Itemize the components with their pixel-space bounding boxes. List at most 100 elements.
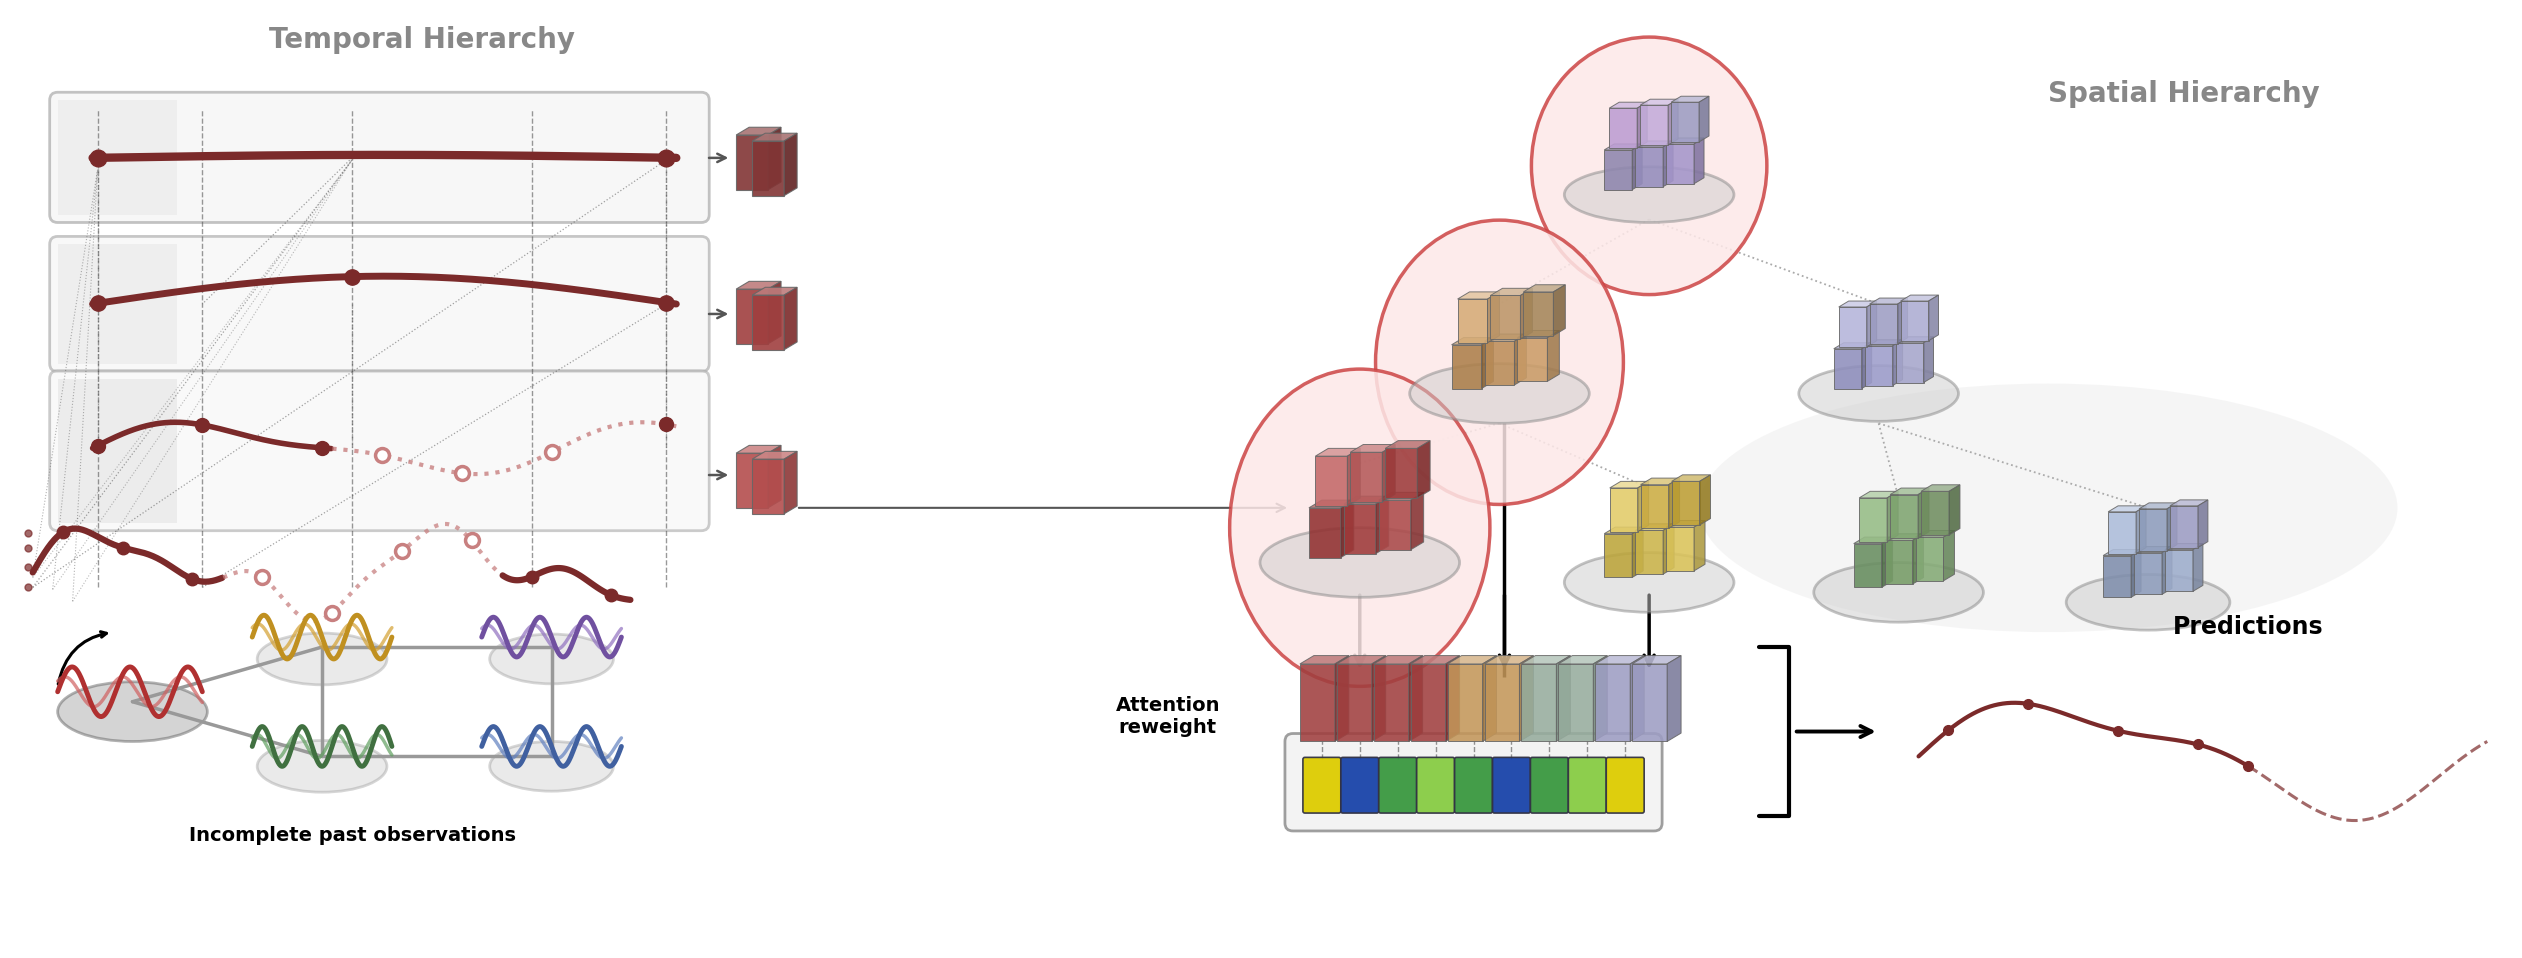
Polygon shape xyxy=(1859,498,1886,541)
Polygon shape xyxy=(1344,504,1374,554)
Polygon shape xyxy=(736,282,782,289)
Polygon shape xyxy=(1667,138,1705,144)
Polygon shape xyxy=(1950,485,1960,536)
Polygon shape xyxy=(1833,343,1871,349)
Polygon shape xyxy=(1491,288,1533,295)
Polygon shape xyxy=(1374,496,1390,554)
Polygon shape xyxy=(1866,301,1876,347)
Polygon shape xyxy=(1521,288,1533,339)
Polygon shape xyxy=(1672,103,1700,142)
Polygon shape xyxy=(1337,664,1372,741)
Polygon shape xyxy=(1889,488,1929,494)
Polygon shape xyxy=(1609,108,1637,148)
Ellipse shape xyxy=(58,682,207,741)
Polygon shape xyxy=(1485,341,1513,385)
Polygon shape xyxy=(1316,456,1347,506)
Polygon shape xyxy=(1912,534,1924,584)
Polygon shape xyxy=(784,287,797,350)
Polygon shape xyxy=(1594,655,1607,741)
Polygon shape xyxy=(1521,655,1571,664)
Polygon shape xyxy=(1380,492,1422,500)
Text: Temporal Hierarchy: Temporal Hierarchy xyxy=(270,26,575,54)
Polygon shape xyxy=(2169,500,2207,506)
Polygon shape xyxy=(1632,664,1667,741)
Polygon shape xyxy=(1929,295,1939,341)
Polygon shape xyxy=(1924,337,1934,382)
Polygon shape xyxy=(1672,475,1710,481)
Ellipse shape xyxy=(1798,366,1960,422)
Polygon shape xyxy=(1869,298,1907,304)
Polygon shape xyxy=(1337,655,1385,664)
Polygon shape xyxy=(1485,655,1533,664)
Polygon shape xyxy=(1639,100,1677,105)
FancyBboxPatch shape xyxy=(1304,758,1342,813)
Polygon shape xyxy=(2108,512,2136,554)
Polygon shape xyxy=(784,451,797,513)
Ellipse shape xyxy=(257,633,386,685)
FancyBboxPatch shape xyxy=(1342,758,1380,813)
Polygon shape xyxy=(1374,655,1422,664)
Polygon shape xyxy=(1518,331,1559,337)
Polygon shape xyxy=(736,135,769,190)
FancyBboxPatch shape xyxy=(50,237,709,372)
Polygon shape xyxy=(1886,491,1899,541)
Polygon shape xyxy=(1316,448,1359,456)
Polygon shape xyxy=(1523,285,1566,292)
Polygon shape xyxy=(736,445,782,453)
Polygon shape xyxy=(1634,147,1662,187)
Polygon shape xyxy=(1485,334,1526,341)
Polygon shape xyxy=(752,295,784,350)
Polygon shape xyxy=(2134,547,2171,553)
Polygon shape xyxy=(1639,105,1667,145)
Polygon shape xyxy=(2199,500,2207,548)
Polygon shape xyxy=(1634,524,1675,531)
Polygon shape xyxy=(1491,295,1521,339)
Polygon shape xyxy=(2134,553,2161,594)
Polygon shape xyxy=(2194,543,2202,591)
Polygon shape xyxy=(1385,448,1417,498)
Polygon shape xyxy=(1922,491,1950,536)
Polygon shape xyxy=(1480,337,1493,389)
FancyBboxPatch shape xyxy=(1284,734,1662,831)
Polygon shape xyxy=(1596,664,1629,741)
Polygon shape xyxy=(1854,543,1881,587)
Polygon shape xyxy=(1309,500,1354,508)
Polygon shape xyxy=(1859,491,1899,498)
Polygon shape xyxy=(2166,503,2176,551)
Polygon shape xyxy=(1662,524,1675,574)
Text: Spatial Hierarchy: Spatial Hierarchy xyxy=(2048,80,2320,108)
Polygon shape xyxy=(2169,506,2199,548)
Ellipse shape xyxy=(1564,553,1735,612)
Polygon shape xyxy=(2139,509,2166,551)
Polygon shape xyxy=(1897,298,1907,344)
Polygon shape xyxy=(1892,340,1902,385)
FancyBboxPatch shape xyxy=(1493,758,1531,813)
Polygon shape xyxy=(1695,138,1705,184)
Polygon shape xyxy=(2108,506,2146,512)
Polygon shape xyxy=(1695,520,1705,571)
Polygon shape xyxy=(1881,537,1892,587)
Polygon shape xyxy=(2103,550,2141,556)
Polygon shape xyxy=(1417,441,1430,498)
Polygon shape xyxy=(2103,556,2131,597)
Polygon shape xyxy=(1523,292,1554,335)
Polygon shape xyxy=(2136,506,2146,554)
Polygon shape xyxy=(1667,100,1677,145)
Polygon shape xyxy=(1897,343,1924,382)
Polygon shape xyxy=(1670,478,1680,529)
Polygon shape xyxy=(1922,485,1960,491)
Polygon shape xyxy=(1884,540,1912,584)
Ellipse shape xyxy=(489,634,613,684)
Polygon shape xyxy=(1833,349,1861,389)
Polygon shape xyxy=(1410,655,1460,664)
FancyBboxPatch shape xyxy=(50,371,709,531)
Polygon shape xyxy=(1634,531,1662,574)
Polygon shape xyxy=(1521,664,1556,741)
Polygon shape xyxy=(1609,481,1649,488)
Polygon shape xyxy=(1917,531,1955,537)
Polygon shape xyxy=(1839,307,1866,347)
Polygon shape xyxy=(1448,655,1496,664)
Polygon shape xyxy=(1672,96,1710,103)
Polygon shape xyxy=(2164,543,2202,550)
Polygon shape xyxy=(1902,295,1939,301)
